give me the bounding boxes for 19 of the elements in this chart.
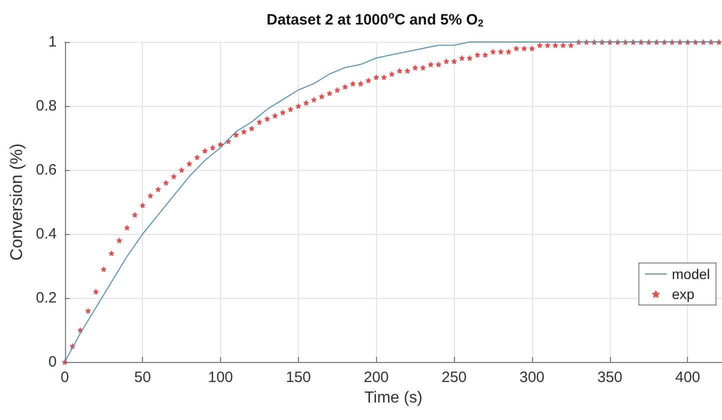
x-tick-label: 100 [208,369,234,386]
y-tick-label: 0.4 [36,226,57,242]
x-tick-label: 300 [519,369,545,386]
x-tick-label: 350 [597,369,622,386]
legend-label: model [672,266,710,282]
x-tick-label: 250 [442,369,467,386]
y-tick-label: 0.8 [36,98,57,114]
x-tick-label: 50 [134,369,151,386]
y-tick-label: 0.2 [36,290,57,306]
y-tick-label: 0.6 [36,162,57,178]
y-tick-label: 1 [48,34,57,50]
x-tick-label: 400 [675,369,700,386]
x-axis-title: Time (s) [364,389,422,406]
x-tick-label: 150 [286,369,311,386]
legend-label: exp [672,286,695,302]
x-tick-label: 200 [364,369,389,386]
y-tick-label: 0 [48,354,57,370]
y-axis-title: Conversion (%) [7,143,26,261]
x-tick-label: 0 [60,369,69,386]
